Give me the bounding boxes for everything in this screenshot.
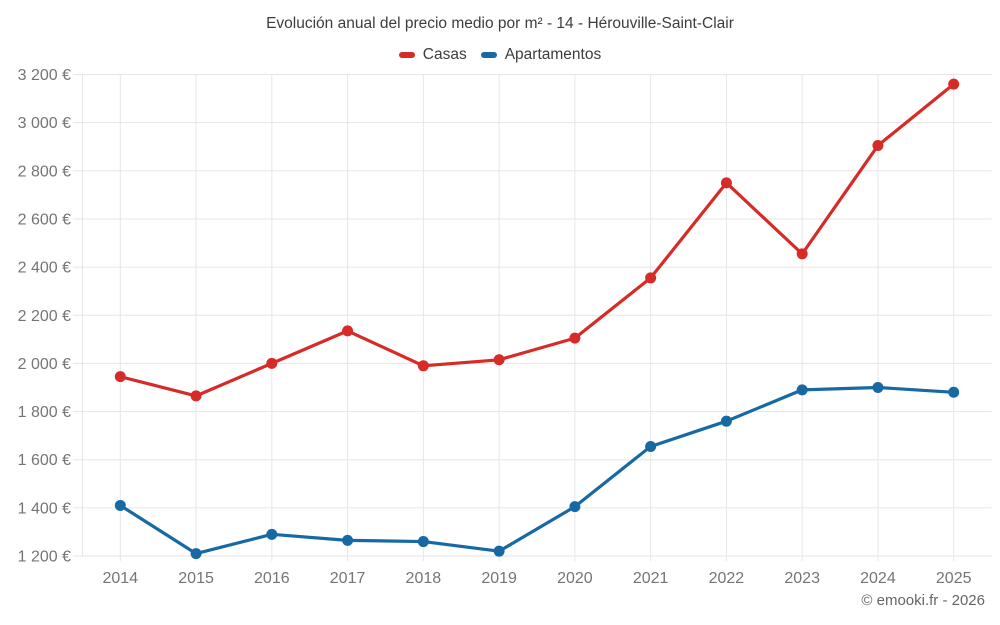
x-tick-label: 2023 (784, 570, 820, 587)
series-line-casas (118, 82, 956, 398)
y-tick-label: 2 400 € (18, 260, 71, 277)
legend-swatch-apartamentos-icon (480, 52, 497, 58)
y-tick-label: 2 600 € (18, 211, 71, 228)
data-point-apartamentos-2018[interactable] (417, 536, 429, 548)
data-point-apartamentos-2017[interactable] (342, 534, 354, 546)
data-point-casas-2023[interactable] (796, 248, 808, 260)
data-point-casas-2016[interactable] (266, 357, 278, 369)
y-tick-label: 3 200 € (18, 67, 71, 84)
data-point-casas-2015[interactable] (190, 390, 202, 402)
y-tick-label: 2 800 € (18, 163, 71, 180)
y-tick-label: 1 800 € (18, 404, 71, 421)
data-point-casas-2019[interactable] (493, 354, 505, 366)
data-point-casas-2018[interactable] (417, 360, 429, 372)
chart-legend: Casas Apartamentos (0, 46, 1000, 64)
chart-footer-credit: © emooki.fr - 2026 (861, 592, 985, 609)
y-tick-label: 3 000 € (18, 115, 71, 132)
data-point-apartamentos-2016[interactable] (266, 528, 278, 540)
x-tick-label: 2019 (481, 570, 517, 587)
data-point-casas-2025[interactable] (948, 78, 960, 90)
data-point-apartamentos-2015[interactable] (190, 548, 202, 560)
series-line-apartamentos (118, 385, 956, 556)
data-point-apartamentos-2025[interactable] (948, 386, 960, 398)
data-point-casas-2021[interactable] (645, 272, 657, 284)
data-point-casas-2017[interactable] (342, 325, 354, 337)
y-tick-label: 1 400 € (18, 500, 71, 517)
data-point-casas-2014[interactable] (114, 371, 126, 383)
legend-label-apartamentos: Apartamentos (504, 46, 602, 63)
legend-item-casas[interactable]: Casas (398, 46, 467, 64)
x-tick-label: 2021 (633, 570, 669, 587)
data-point-apartamentos-2023[interactable] (796, 384, 808, 396)
x-tick-label: 2025 (936, 570, 972, 587)
legend-swatch-casas-icon (398, 52, 415, 58)
legend-item-apartamentos[interactable]: Apartamentos (480, 46, 602, 64)
x-tick-label: 2016 (254, 570, 290, 587)
chart-title: Evolución anual del precio medio por m² … (266, 15, 734, 32)
x-tick-label: 2022 (709, 570, 745, 587)
y-tick-label: 1 600 € (18, 452, 71, 469)
data-point-apartamentos-2014[interactable] (114, 499, 126, 511)
data-point-casas-2024[interactable] (872, 140, 884, 152)
x-tick-label: 2018 (406, 570, 442, 587)
x-tick-label: 2014 (103, 570, 139, 587)
legend-label-casas: Casas (422, 46, 467, 63)
x-tick-label: 2024 (860, 570, 896, 587)
x-tick-label: 2015 (178, 570, 214, 587)
data-point-apartamentos-2020[interactable] (569, 501, 581, 513)
data-point-apartamentos-2019[interactable] (493, 545, 505, 557)
data-point-casas-2022[interactable] (720, 177, 732, 189)
y-tick-label: 1 200 € (18, 549, 71, 566)
data-point-casas-2020[interactable] (569, 332, 581, 344)
y-tick-label: 2 000 € (18, 356, 71, 373)
x-tick-label: 2020 (557, 570, 593, 587)
y-tick-label: 2 200 € (18, 308, 71, 325)
data-point-apartamentos-2021[interactable] (645, 440, 657, 452)
x-tick-label: 2017 (330, 570, 366, 587)
data-point-apartamentos-2022[interactable] (720, 415, 732, 427)
data-point-apartamentos-2024[interactable] (872, 381, 884, 393)
